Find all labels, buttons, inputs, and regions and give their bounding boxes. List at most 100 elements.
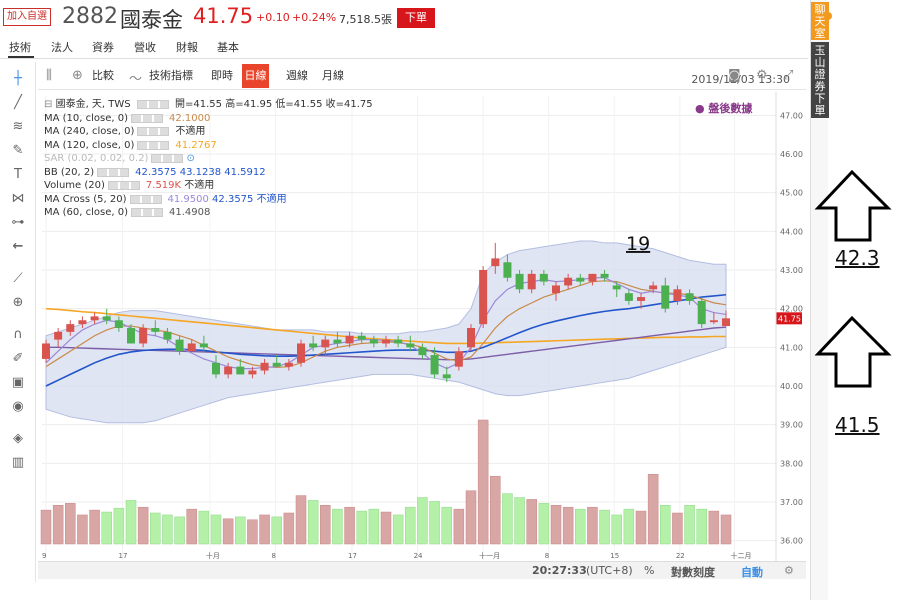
volume-bar — [283, 512, 295, 545]
annotation-arrow-up-1 — [814, 170, 892, 242]
fib-icon[interactable]: ≋ — [12, 119, 24, 134]
legend-bb-label: BB (20, 2) — [44, 167, 95, 178]
candle-body — [284, 362, 293, 367]
sar-visibility-icon[interactable]: ⊙ — [186, 153, 195, 164]
tab-financials[interactable]: 財報 — [176, 41, 198, 54]
ruler-icon[interactable]: ⟋ — [13, 271, 23, 286]
crosshair-icon[interactable]: ┼ — [14, 71, 22, 86]
candle-body — [163, 331, 172, 340]
header-divider — [0, 58, 808, 59]
volume-bar — [174, 516, 185, 545]
tab-institutional[interactable]: 法人 — [51, 41, 73, 54]
legend-ma60-label: MA (60, close, 0) — [44, 207, 129, 218]
candle-body — [612, 285, 621, 290]
status-timezone[interactable]: (UTC+8) — [586, 564, 633, 577]
candle-body — [187, 343, 196, 352]
candle-body — [454, 351, 463, 367]
lock-drawing-icon[interactable]: ✐ — [12, 351, 24, 366]
volume-bar — [137, 506, 149, 545]
broker-side-strip: 聊天室 玉山證券下單 — [810, 0, 829, 600]
y-tick-label: 40.00 — [780, 382, 803, 391]
broker-order-tab[interactable]: 玉山證券下單 — [811, 42, 829, 118]
volume-bar — [526, 499, 537, 545]
volume-bar — [235, 516, 246, 545]
percent-toggle[interactable]: % — [644, 564, 655, 577]
candle-body — [600, 273, 609, 278]
candle-body — [576, 277, 585, 282]
tab-revenue[interactable]: 營收 — [134, 41, 156, 54]
price-chart[interactable]: 36.00 37.00 38.00 39.00 40.00 41.00 42.00 43.00… — [38, 92, 806, 582]
fullscreen-icon[interactable]: ⤢ — [783, 68, 794, 83]
lock-icon[interactable]: ▣ — [11, 375, 25, 390]
status-settings-icon[interactable]: ⚙ — [784, 564, 794, 577]
bb-middle-line — [45, 293, 727, 387]
candle-body — [588, 273, 597, 282]
log-scale-toggle[interactable]: 對數刻度 — [671, 566, 715, 579]
volume-bar — [490, 475, 501, 545]
candle-type-icon[interactable]: ⫼ — [46, 68, 52, 83]
candle-body — [199, 343, 208, 348]
volume-bar — [392, 514, 404, 545]
chat-room-tab[interactable]: 聊天室 — [811, 2, 829, 40]
chart-canvas[interactable]: 36.00 37.00 38.00 39.00 40.00 41.00 42.00 43.00… — [38, 92, 806, 562]
volume-bar — [429, 501, 440, 545]
brush-icon[interactable]: ✎ — [12, 143, 24, 158]
candle-body — [661, 285, 670, 309]
y-tick-label: 41.00 — [780, 343, 803, 352]
y-tick-label: 39.00 — [780, 421, 803, 430]
indicators-button[interactable]: 技術指標 — [149, 69, 193, 82]
tab-margin[interactable]: 資券 — [92, 41, 114, 54]
legend-ma10-value: 42.1000 — [169, 113, 211, 124]
candle-body — [442, 374, 451, 379]
volume-bar — [271, 516, 282, 545]
tab-technical[interactable]: 技術 — [9, 41, 31, 54]
weekly-button[interactable]: 週線 — [286, 69, 308, 82]
x-tick-label: 24 — [414, 552, 423, 560]
order-button[interactable]: 下單 — [397, 8, 435, 28]
active-tab-indicator — [8, 56, 34, 58]
compare-button[interactable]: 比較 — [92, 69, 114, 82]
add-watchlist-button[interactable]: 加入自選 — [3, 8, 51, 26]
chat-notification-dot — [824, 12, 832, 20]
daily-button[interactable]: 日線 — [242, 64, 269, 88]
candle-body — [709, 320, 718, 323]
pattern-icon[interactable]: ⋈ — [11, 191, 25, 206]
text-tool-icon[interactable]: T — [14, 167, 22, 182]
eye-icon[interactable]: ◉ — [12, 399, 24, 414]
legend-volume: Volume (20) 7.519K 不適用 — [44, 179, 214, 192]
trendline-icon[interactable]: ╱ — [14, 95, 22, 110]
volume-bar — [40, 509, 52, 545]
zoom-in-icon[interactable]: ⊕ — [12, 295, 24, 310]
magnet-icon[interactable]: ∩ — [13, 327, 23, 342]
intraday-button[interactable]: 即時 — [211, 69, 233, 82]
measure-icon[interactable]: ⊶ — [11, 215, 25, 230]
back-arrow-icon[interactable]: ← — [12, 239, 24, 254]
candle-body — [54, 331, 63, 340]
volume-bar — [599, 509, 610, 545]
trash-icon[interactable]: ▥ — [11, 455, 25, 470]
y-tick-label: 46.00 — [780, 150, 803, 159]
after-hours-data-link[interactable]: ● 盤後數據 — [695, 102, 753, 115]
annotation-value-2: 41.5 — [835, 413, 880, 437]
legend-bb: BB (20, 2) 42.3575 43.1238 41.5912 — [44, 166, 266, 179]
auto-scale-toggle[interactable]: 自動 — [741, 566, 763, 579]
monthly-button[interactable]: 月線 — [322, 69, 344, 82]
tab-basic[interactable]: 基本 — [217, 41, 239, 54]
datetime: 2019/12/03 13:30 — [691, 73, 790, 86]
legend-bb-v1: 42.3575 — [135, 167, 177, 178]
camera-icon[interactable]: ◙ — [728, 68, 741, 83]
candle-body — [114, 320, 123, 328]
candle-body — [430, 355, 439, 375]
legend-macross-label: MA Cross (5, 20) — [44, 194, 127, 205]
legend-volume-value: 7.519K — [145, 180, 182, 191]
candle-body — [333, 339, 342, 344]
settings-icon[interactable]: ⚙ — [756, 68, 768, 83]
annotation-top-label: 19 — [626, 233, 650, 255]
x-tick-label: 十月 — [206, 551, 220, 560]
indicator-icon: 〜 — [129, 72, 143, 87]
x-tick-label: 22 — [676, 552, 685, 560]
legend-ma10: MA (10, close, 0) 42.1000 — [44, 112, 210, 125]
annotation-value-1: 42.3 — [835, 246, 880, 270]
volume-bar — [465, 490, 477, 545]
layers-icon[interactable]: ◈ — [13, 431, 23, 446]
